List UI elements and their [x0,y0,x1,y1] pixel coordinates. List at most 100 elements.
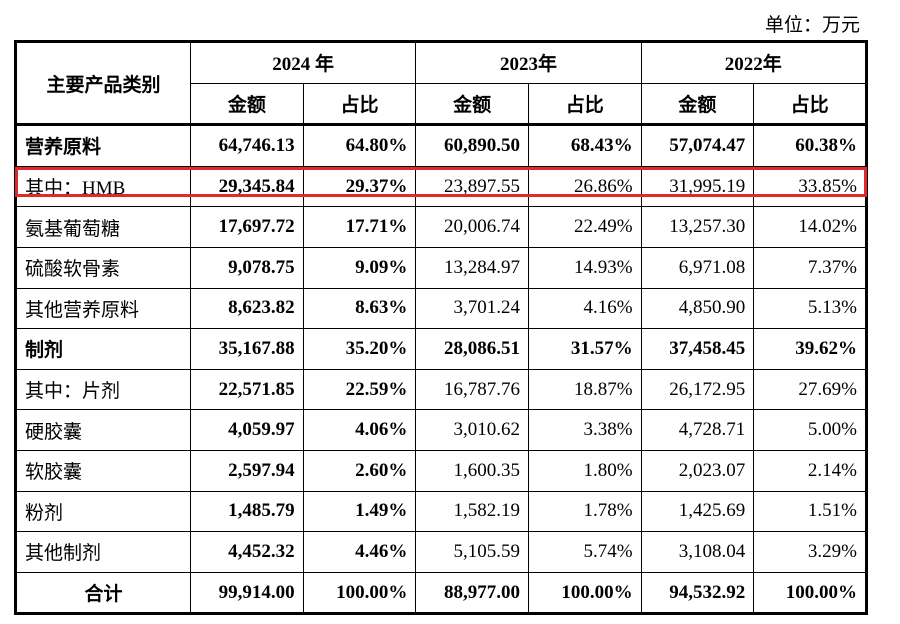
header-ratio: 占比 [302,82,417,126]
cell-ratio: 2.60% [302,449,417,492]
cell-ratio: 26.86% [527,165,642,208]
product-category-table: 主要产品类别 2024 年 2023年 2022年 金额 占比 金额 占比 金额… [14,40,868,616]
row-label: 其他制剂 [14,531,192,573]
cell-amount: 23,897.55 [415,165,529,208]
table-row: 硬胶囊 4,059.97 4.06% 3,010.62 3.38% 4,728.… [14,409,867,451]
cell-amount: 99,914.00 [190,571,304,615]
cell-amount: 2,597.94 [190,449,304,492]
header-ratio: 占比 [753,82,867,126]
cell-amount: 94,532.92 [640,571,755,615]
cell-amount: 3,010.62 [415,409,529,451]
cell-ratio: 14.02% [753,206,867,248]
cell-amount: 57,074.47 [640,123,755,167]
cell-ratio: 1.80% [527,449,642,492]
cell-ratio: 5.74% [527,531,642,573]
cell-amount: 31,995.19 [640,165,755,208]
cell-amount: 16,787.76 [415,368,529,411]
cell-amount: 1,485.79 [190,490,304,533]
header-year-2022: 2022年 [640,41,868,84]
cell-amount: 20,006.74 [415,206,529,248]
cell-amount: 26,172.95 [640,368,755,411]
cell-amount: 4,059.97 [190,409,304,451]
table-row: 软胶囊 2,597.94 2.60% 1,600.35 1.80% 2,023.… [14,449,867,492]
cell-ratio: 4.16% [527,287,642,330]
row-label: 营养原料 [14,123,192,167]
cell-ratio: 31.57% [527,328,642,370]
cell-ratio: 39.62% [753,328,867,370]
cell-ratio: 22.49% [527,206,642,248]
cell-amount: 9,078.75 [190,246,304,289]
table-row: 硫酸软骨素 9,078.75 9.09% 13,284.97 14.93% 6,… [14,246,867,289]
cell-ratio: 2.14% [753,449,867,492]
cell-amount: 2,023.07 [640,449,755,492]
total-row: 合计 99,914.00 100.00% 88,977.00 100.00% 9… [14,571,867,615]
cell-amount: 8,623.82 [190,287,304,330]
header-amount: 金额 [640,82,755,126]
cell-amount: 4,452.32 [190,531,304,573]
row-label: 粉剂 [14,490,192,533]
cell-amount: 13,257.30 [640,206,755,248]
cell-amount: 1,600.35 [415,449,529,492]
cell-amount: 4,850.90 [640,287,755,330]
cell-ratio: 64.80% [302,123,417,167]
header-year-2023: 2023年 [415,41,642,84]
header-ratio: 占比 [527,82,642,126]
cell-amount: 17,697.72 [190,206,304,248]
cell-ratio: 22.59% [302,368,417,411]
cell-amount: 1,582.19 [415,490,529,533]
cell-ratio: 8.63% [302,287,417,330]
cell-ratio: 1.49% [302,490,417,533]
cell-amount: 3,108.04 [640,531,755,573]
cell-ratio: 5.13% [753,287,867,330]
row-label: 氨基葡萄糖 [14,206,192,248]
cell-amount: 29,345.84 [190,165,304,208]
cell-ratio: 29.37% [302,165,417,208]
cell-amount: 37,458.45 [640,328,755,370]
table-row: 其他制剂 4,452.32 4.46% 5,105.59 5.74% 3,108… [14,531,867,573]
row-label: 合计 [14,571,192,615]
cell-ratio: 3.38% [527,409,642,451]
unit-label: 单位：万元 [764,15,860,36]
cell-ratio: 100.00% [753,571,867,615]
table-row: 营养原料 64,746.13 64.80% 60,890.50 68.43% 5… [14,123,867,167]
row-label: 硬胶囊 [14,409,192,451]
cell-ratio: 33.85% [753,165,867,208]
cell-ratio: 4.06% [302,409,417,451]
header-amount: 金额 [190,82,304,126]
table-row: 粉剂 1,485.79 1.49% 1,582.19 1.78% 1,425.6… [14,490,867,533]
cell-ratio: 60.38% [753,123,867,167]
cell-ratio: 17.71% [302,206,417,248]
row-label: 其他营养原料 [14,287,192,330]
cell-amount: 60,890.50 [415,123,529,167]
row-label: 其中：片剂 [14,368,192,411]
cell-amount: 4,728.71 [640,409,755,451]
header-year-2024: 2024 年 [190,41,417,84]
row-label: 其中：HMB [14,165,192,208]
table-row: 制剂 35,167.88 35.20% 28,086.51 31.57% 37,… [14,328,867,370]
row-label: 制剂 [14,328,192,370]
cell-amount: 64,746.13 [190,123,304,167]
cell-amount: 88,977.00 [415,571,529,615]
table-row: 其中：片剂 22,571.85 22.59% 16,787.76 18.87% … [14,368,867,411]
cell-ratio: 7.37% [753,246,867,289]
cell-ratio: 1.78% [527,490,642,533]
cell-ratio: 68.43% [527,123,642,167]
table-row: 其中：HMB 29,345.84 29.37% 23,897.55 26.86%… [14,165,867,208]
cell-ratio: 18.87% [527,368,642,411]
cell-amount: 3,701.24 [415,287,529,330]
row-label: 硫酸软骨素 [14,246,192,289]
cell-ratio: 100.00% [302,571,417,615]
table-row: 氨基葡萄糖 17,697.72 17.71% 20,006.74 22.49% … [14,206,867,248]
cell-ratio: 35.20% [302,328,417,370]
cell-amount: 35,167.88 [190,328,304,370]
cell-ratio: 4.46% [302,531,417,573]
cell-ratio: 5.00% [753,409,867,451]
cell-ratio: 9.09% [302,246,417,289]
cell-ratio: 27.69% [753,368,867,411]
cell-amount: 13,284.97 [415,246,529,289]
cell-ratio: 14.93% [527,246,642,289]
cell-amount: 5,105.59 [415,531,529,573]
cell-amount: 22,571.85 [190,368,304,411]
table-row: 其他营养原料 8,623.82 8.63% 3,701.24 4.16% 4,8… [14,287,867,330]
cell-amount: 28,086.51 [415,328,529,370]
